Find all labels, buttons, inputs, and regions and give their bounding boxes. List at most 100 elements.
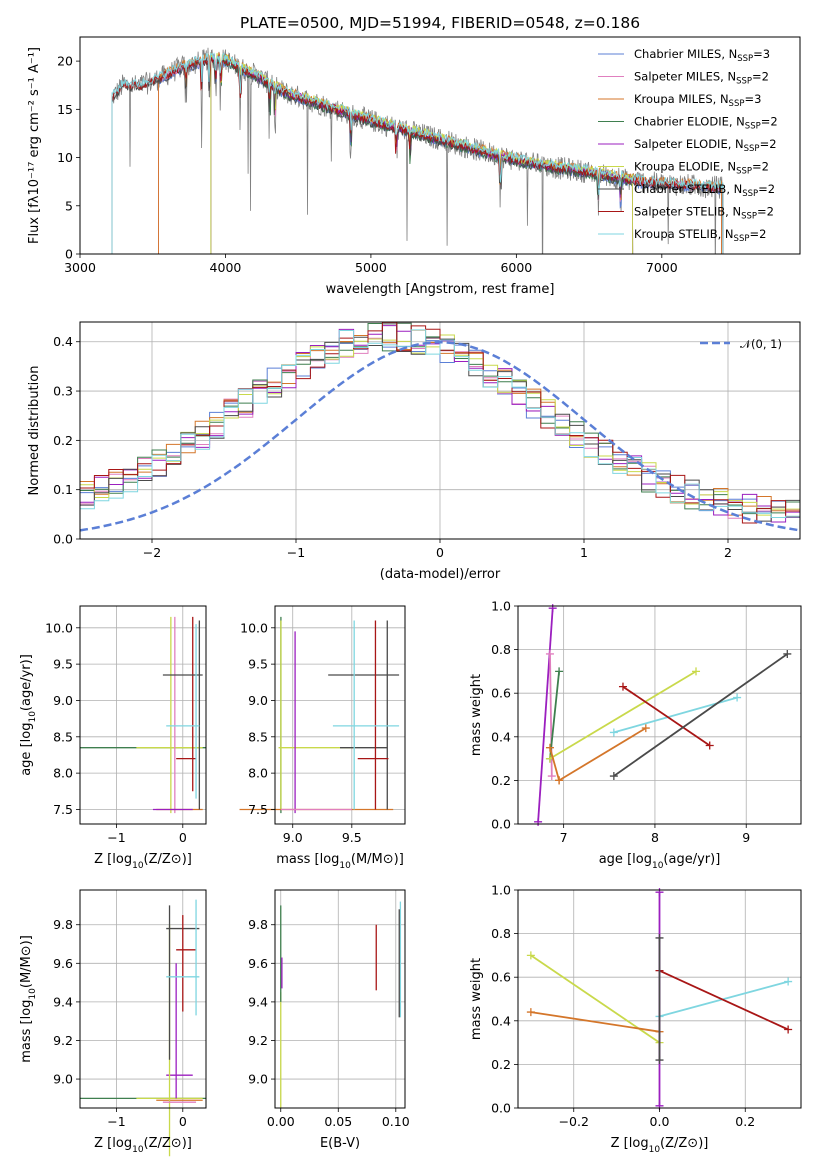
- x-tick-label: 6000: [500, 260, 532, 275]
- z_age-frame: −1 0 7.5 8.0 8.5 9.0 9.5 10.0 Z [log10(Z/Z⊙)] age…: [19, 605, 207, 871]
- plot-frame: [274, 605, 406, 825]
- plus-marker: [609, 772, 618, 781]
- plus-marker: [526, 951, 535, 960]
- legend-entry: 𝒩(0, 1): [740, 337, 782, 351]
- y-axis-label: mass [log10(M/M⊙)]: [19, 935, 38, 1063]
- weight-line-chabrier_stelib: [655, 933, 664, 1065]
- y-tick-label: 20: [57, 54, 73, 69]
- y-tick-label: 9.4: [248, 994, 268, 1009]
- weight-line-kroupa_miles: [545, 743, 564, 785]
- z_weight-frame: −0.2 0.0 0.2 0.0 0.2 0.4 0.6 0.8 1.0 Z [log10(Z/Z…: [469, 883, 802, 1155]
- weight-line-kroupa_elodie: [526, 951, 664, 1047]
- y-tick-label: 0.4: [53, 334, 73, 349]
- y-tick-label: 8.5: [248, 729, 268, 744]
- plot-frame: [79, 36, 801, 255]
- plus-marker: [783, 649, 792, 658]
- weight-line-chabrier_stelib: [609, 649, 792, 781]
- weight-line: [622, 685, 711, 747]
- x-tick-label: 7: [560, 830, 568, 845]
- plot-frame: [79, 889, 207, 1109]
- y-tick-label: 0.8: [491, 642, 511, 657]
- y-tick-label: 9.0: [53, 1072, 73, 1087]
- y-tick-label: 0.6: [491, 970, 511, 985]
- plus-marker: [555, 776, 564, 785]
- legend-entry: Salpeter MILES, NSSP=2: [634, 70, 769, 87]
- weight-line: [530, 1011, 660, 1033]
- x-tick-label: 3000: [64, 260, 96, 275]
- plus-marker: [655, 1056, 664, 1065]
- residuals-frame: −2 −1 0 1 2 0.0 0.1 0.2 0.3 0.4 (data-model)/error…: [27, 321, 801, 582]
- y-tick-label: 0.8: [491, 926, 511, 941]
- weight-line-salpeter_stelib: [655, 966, 793, 1034]
- weight-line-kroupa_stelib: [655, 977, 793, 1021]
- y-tick-label: 10: [57, 150, 73, 165]
- y-tick-label: 0.0: [491, 817, 511, 832]
- model-spectrum-kroupa_elodie: [210, 53, 634, 254]
- plus-marker: [692, 667, 701, 676]
- mass_age-errorbars: [239, 616, 400, 814]
- age_weight-frame: 7 8 9 0.0 0.2 0.4 0.6 0.8 1.0 age [log10(age/yr)]…: [469, 599, 802, 871]
- y-tick-label: 8.0: [53, 766, 73, 781]
- y-tick-label: 9.0: [248, 1072, 268, 1087]
- x-tick-label: 9.5: [342, 830, 362, 845]
- x-tick-label: 0.2: [735, 1114, 755, 1129]
- y-tick-label: 9.0: [248, 693, 268, 708]
- weight-line-salpeter_stelib: [618, 682, 714, 750]
- y-tick-label: 7.5: [248, 802, 268, 817]
- plus-marker: [784, 1025, 793, 1034]
- y-tick-label: 0.1: [53, 482, 73, 497]
- ebv_mass-grid: [275, 890, 405, 1108]
- plot-frame: [274, 889, 406, 1109]
- x-tick-label: 0.10: [382, 1114, 410, 1129]
- x-axis-label: mass [log10(M/M⊙)]: [276, 852, 404, 871]
- plus-marker: [655, 888, 664, 897]
- plus-marker: [526, 1008, 535, 1017]
- x-tick-label: 0.05: [324, 1114, 352, 1129]
- x-tick-label: 1: [580, 545, 588, 560]
- x-tick-label: 4000: [210, 260, 242, 275]
- y-tick-label: 7.5: [53, 802, 73, 817]
- age_weight-lines: [534, 604, 792, 826]
- weight-line: [549, 671, 560, 759]
- weight-line: [549, 670, 697, 760]
- y-axis-label: mass weight: [469, 958, 484, 1040]
- spectrum-legend: Chabrier MILES, NSSP=3 Salpeter MILES, NS…: [598, 47, 778, 244]
- y-axis-label: Flux [fλ10⁻¹⁷ erg cm⁻² s⁻¹ A⁻¹]: [27, 47, 42, 244]
- plus-marker: [618, 682, 627, 691]
- z_age-grid: [80, 606, 206, 824]
- y-tick-label: 9.5: [248, 657, 268, 672]
- x-tick-label: 7000: [646, 260, 678, 275]
- x-tick-label: 2: [724, 545, 732, 560]
- x-tick-label: 0.00: [267, 1114, 295, 1129]
- y-tick-label: 0.2: [53, 433, 73, 448]
- weight-line: [659, 980, 789, 1018]
- y-tick-label: 0.4: [491, 729, 511, 744]
- plus-marker: [545, 649, 554, 658]
- x-axis-label: Z [log10(Z/Z⊙)]: [94, 852, 192, 871]
- legend-entry: Kroupa ELODIE, NSSP=2: [634, 160, 769, 177]
- x-tick-label: −0.2: [559, 1114, 589, 1129]
- y-tick-label: 9.0: [53, 693, 73, 708]
- y-axis-label: mass weight: [469, 674, 484, 756]
- residual-legend: 𝒩(0, 1): [700, 337, 782, 351]
- x-tick-label: 9.0: [283, 830, 303, 845]
- weight-line-salpeter_elodie: [534, 604, 557, 826]
- ebv_mass-frame: 0.00 0.05 0.10 9.0 9.2 9.4 9.6 9.8 E(B-V): [248, 889, 410, 1151]
- legend-entry: Chabrier ELODIE, NSSP=2: [634, 115, 778, 132]
- plus-marker: [641, 724, 650, 733]
- y-axis-label: Normed distribution: [27, 366, 42, 496]
- y-tick-label: 9.4: [53, 994, 73, 1009]
- x-axis-label: Z [log10(Z/Z⊙)]: [611, 1136, 709, 1155]
- weight-line-kroupa_miles: [555, 724, 650, 785]
- y-tick-label: 9.6: [53, 956, 73, 971]
- plot-frame: [517, 605, 802, 825]
- x-tick-label: 0: [179, 830, 187, 845]
- y-tick-label: 0.4: [491, 1013, 511, 1028]
- y-tick-label: 10.0: [240, 620, 268, 635]
- plus-marker: [545, 743, 554, 752]
- x-tick-label: 8: [651, 830, 659, 845]
- histogram-kroupa_stelib: [80, 329, 800, 518]
- x-tick-label: −2: [143, 545, 161, 560]
- z_weight-lines: [526, 888, 793, 1110]
- y-tick-label: 0: [65, 247, 73, 262]
